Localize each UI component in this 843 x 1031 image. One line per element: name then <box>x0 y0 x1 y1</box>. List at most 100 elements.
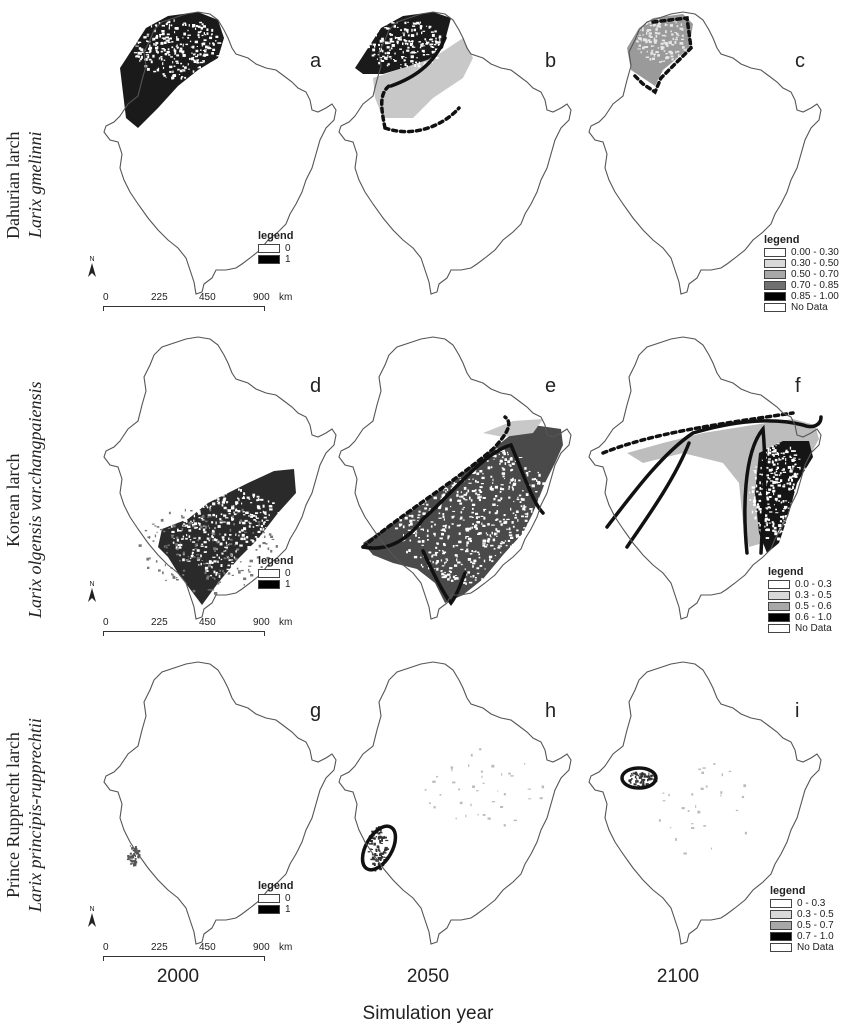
legend-f: legend 0.0 - 0.3 0.3 - 0.5 0.5 - 0.6 0.6 - 1… <box>768 566 832 634</box>
legend-label: 0.3 - 0.5 <box>797 909 834 920</box>
legend-c: legend 0.00 - 0.30 0.30 - 0.50 0.50 - 0.70 0… <box>764 234 839 313</box>
scale-tick-label: 0 <box>103 292 109 303</box>
legend-label: 0.50 - 0.70 <box>791 269 839 280</box>
legend-item: 0 <box>258 243 293 254</box>
distribution-dark <box>158 469 296 605</box>
light-speckle <box>424 748 545 827</box>
scale-bar-line <box>103 956 265 961</box>
distribution-light <box>483 419 543 437</box>
north-label: N <box>89 906 95 913</box>
distribution-light <box>373 38 473 118</box>
north-arrow-a: N <box>86 256 98 279</box>
legend-item: 0.5 - 0.6 <box>768 601 832 612</box>
scale-tick-label: 0 <box>103 617 109 628</box>
legend-label: 0 <box>285 568 291 579</box>
legend-label: 1 <box>285 904 291 915</box>
scale-bar-d: 0 225 450 900 km <box>103 617 292 639</box>
texture-gray <box>138 503 278 595</box>
north-arrow-icon <box>88 588 96 602</box>
legend-swatch <box>770 921 792 930</box>
presence-speckle <box>367 826 390 872</box>
legend-swatch <box>258 244 280 253</box>
legend-label: 0.6 - 1.0 <box>795 612 832 623</box>
legend-swatch <box>770 899 792 908</box>
legend-label: 0 - 0.3 <box>797 898 826 909</box>
province-map <box>103 11 337 295</box>
province-map <box>338 11 572 295</box>
legend-swatch <box>258 569 280 578</box>
texture <box>170 488 292 580</box>
scale-unit: km <box>279 617 293 628</box>
province-map <box>588 11 822 295</box>
legend-swatch <box>768 580 790 589</box>
province-outline <box>103 336 337 620</box>
legend-item: No Data <box>770 942 834 953</box>
province-outline <box>588 661 822 945</box>
panel-letter-a: a <box>310 50 322 72</box>
province-outline <box>588 336 822 620</box>
boundary-solid <box>605 415 823 529</box>
legend-swatch <box>764 259 786 268</box>
boundary-dashed <box>631 16 693 95</box>
province-outline <box>103 11 337 295</box>
panel-letter-f: f <box>795 375 801 397</box>
legend-title: legend <box>770 885 806 897</box>
province-map <box>103 661 337 945</box>
legend-label: No Data <box>791 302 828 313</box>
province-map <box>338 336 572 620</box>
scale-unit: km <box>279 942 293 953</box>
legend-swatch <box>768 624 790 633</box>
province-map <box>338 661 572 945</box>
texture <box>133 19 226 80</box>
scale-unit: km <box>279 292 293 303</box>
province-outline <box>103 661 337 945</box>
legend-label: 0.70 - 0.85 <box>791 280 839 291</box>
map-panel-d: d <box>98 333 338 643</box>
boundary-solid-right <box>743 424 767 555</box>
legend-title: legend <box>258 230 294 242</box>
highlight-ellipse <box>620 766 658 790</box>
panel-letter-g: g <box>310 700 322 722</box>
province-outline <box>338 661 572 945</box>
legend-swatch <box>770 932 792 941</box>
map-panel-g: g <box>98 658 338 968</box>
scale-tick-label: 450 <box>199 617 216 628</box>
legend-item: 0.85 - 1.00 <box>764 291 839 302</box>
legend-item: 0.70 - 0.85 <box>764 280 839 291</box>
panel-letter-b: b <box>545 50 557 72</box>
scale-tick-label: 450 <box>199 942 216 953</box>
province-map <box>103 336 337 620</box>
legend-item: 0.30 - 0.50 <box>764 258 839 269</box>
legend-label: 1 <box>285 579 291 590</box>
legend-swatch <box>768 591 790 600</box>
north-arrow-icon <box>88 913 96 927</box>
legend-swatch <box>258 905 280 914</box>
row-label-rupprecht: Prince Rupprecht larch Larix principis-r… <box>3 718 45 912</box>
row-label-korean: Korean larch Larix olgensis var.changpai… <box>3 381 45 619</box>
legend-label: 0.00 - 0.30 <box>791 247 839 258</box>
province-map <box>588 661 822 945</box>
legend-label: 0.7 - 1.0 <box>797 931 834 942</box>
legend-swatch <box>258 255 280 264</box>
legend-swatch <box>764 292 786 301</box>
panel-letter-e: e <box>545 375 557 397</box>
legend-item: 0.7 - 1.0 <box>770 931 834 942</box>
scale-tick-label: 225 <box>151 942 168 953</box>
scale-tick-label: 225 <box>151 617 168 628</box>
legend-item: 0.5 - 0.7 <box>770 920 834 931</box>
scale-tick-label: 450 <box>199 292 216 303</box>
legend-item: 1 <box>258 254 293 265</box>
map-panel-e: e <box>333 333 573 643</box>
province-outline <box>338 336 572 620</box>
year-label-2000: 2000 <box>156 966 200 987</box>
scale-bar-g: 0 225 450 900 km <box>103 942 292 964</box>
scale-tick-label: 0 <box>103 942 109 953</box>
panel-letter-i: i <box>795 700 800 722</box>
boundary-dashed <box>380 84 461 134</box>
legend-label: 1 <box>285 254 291 265</box>
legend-item: 1 <box>258 904 293 915</box>
panel-letter-d: d <box>310 375 322 397</box>
year-label-2100: 2100 <box>656 966 700 987</box>
boundary-dashed <box>601 411 795 455</box>
scale-bar-line <box>103 631 265 636</box>
